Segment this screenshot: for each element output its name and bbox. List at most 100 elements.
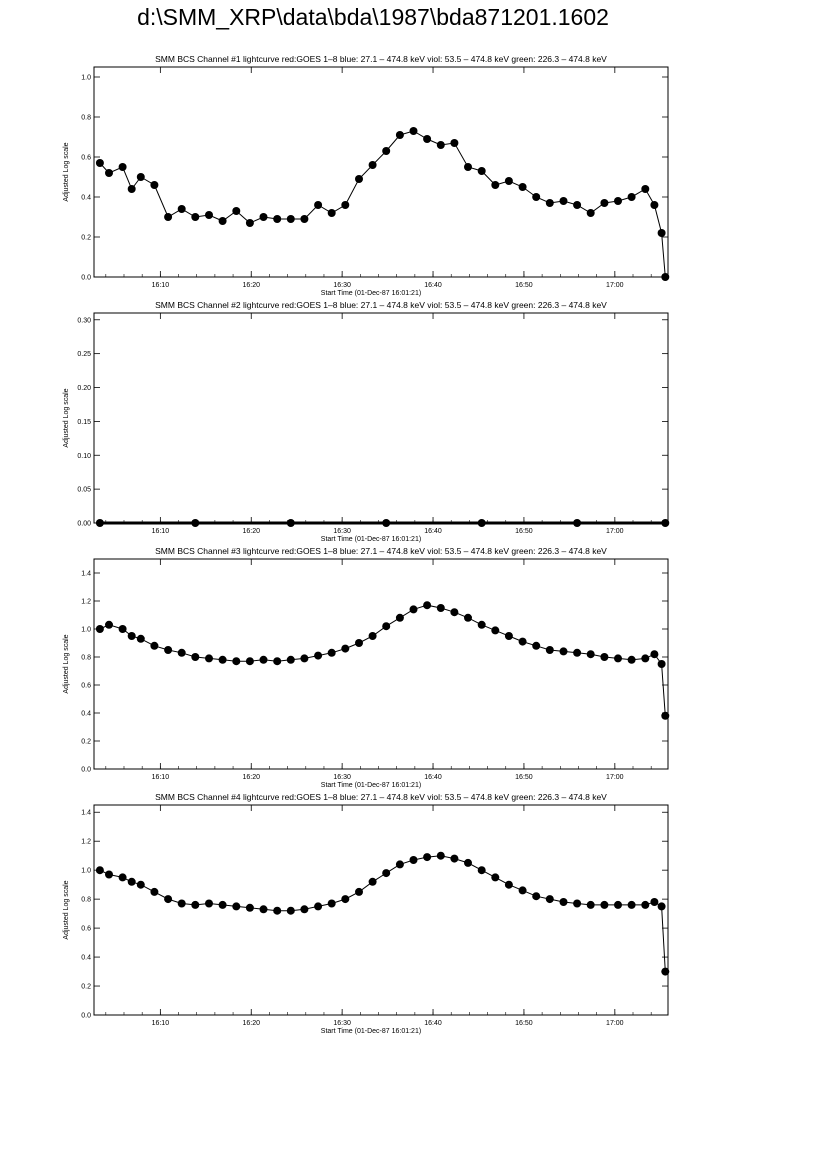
y-tick-label: 0.15 <box>77 419 91 426</box>
data-point <box>368 877 377 886</box>
data-point <box>232 902 241 911</box>
data-point <box>164 213 173 221</box>
data-point <box>245 219 254 227</box>
data-point <box>136 634 145 643</box>
data-point <box>532 641 541 650</box>
x-tick-label: 16:40 <box>424 1020 442 1027</box>
data-point <box>150 641 159 650</box>
y-tick-label: 0.25 <box>77 351 91 358</box>
data-point <box>518 637 527 646</box>
data-point <box>518 183 527 191</box>
data-point <box>118 873 127 882</box>
data-point <box>245 903 254 912</box>
chart-panel-3: SMM BCS Channel #3 lightcurve red:GOES 1… <box>0 542 826 789</box>
y-tick-label: 0.2 <box>81 235 91 242</box>
data-point <box>105 620 113 629</box>
x-tick-label: 16:30 <box>333 282 351 289</box>
data-point <box>627 655 636 664</box>
data-point <box>286 655 295 664</box>
data-point <box>118 163 127 171</box>
y-tick-label: 0.6 <box>81 926 91 933</box>
x-axis-label: Start Time (01-Dec-87 16:01:21) <box>321 1028 421 1035</box>
plot-frame <box>93 804 669 1016</box>
data-point <box>586 900 595 909</box>
data-point <box>657 902 666 911</box>
chart-panel-4: SMM BCS Channel #4 lightcurve red:GOES 1… <box>0 788 826 1035</box>
data-point <box>532 193 541 201</box>
data-point <box>327 899 336 908</box>
data-point <box>650 898 659 906</box>
data-point <box>650 201 659 209</box>
y-tick-label: 0.0 <box>81 767 91 774</box>
chart-title: SMM BCS Channel #4 lightcurve red:GOES 1… <box>155 792 607 802</box>
data-point <box>382 622 391 631</box>
data-point <box>191 213 200 221</box>
data-point <box>491 873 500 882</box>
data-point <box>300 654 309 663</box>
y-tick-label: 0.0 <box>81 275 91 282</box>
data-point <box>586 650 595 659</box>
data-point <box>300 215 309 223</box>
x-tick-label: 16:10 <box>152 774 170 781</box>
data-point <box>368 632 377 640</box>
series-line <box>99 604 666 716</box>
y-tick-label: 0.30 <box>77 317 91 324</box>
data-point <box>259 905 268 914</box>
data-point <box>177 648 186 657</box>
data-point <box>409 605 418 614</box>
data-point <box>423 135 432 143</box>
data-point <box>450 854 459 863</box>
data-point <box>127 632 136 640</box>
data-point <box>218 217 227 225</box>
data-point <box>245 657 254 666</box>
x-tick-label: 16:30 <box>333 1020 351 1027</box>
y-tick-label: 0.10 <box>77 453 91 460</box>
data-point <box>436 851 445 860</box>
data-point <box>504 177 513 185</box>
data-point <box>191 900 200 909</box>
data-point <box>286 906 295 915</box>
data-point <box>450 608 459 617</box>
data-point <box>368 161 377 169</box>
data-point <box>314 651 323 660</box>
y-tick-label: 1.2 <box>81 839 91 846</box>
data-point <box>355 175 363 183</box>
x-tick-label: 17:00 <box>606 528 624 535</box>
data-point <box>464 858 472 867</box>
data-point <box>409 856 418 864</box>
y-tick-label: 0.6 <box>81 155 91 162</box>
x-tick-label: 16:50 <box>515 1020 533 1027</box>
data-point <box>218 655 227 664</box>
data-point <box>395 613 404 622</box>
x-tick-label: 16:30 <box>333 774 351 781</box>
x-tick-label: 16:40 <box>424 774 442 781</box>
data-point <box>327 209 336 217</box>
data-point <box>273 657 282 666</box>
x-tick-label: 16:10 <box>152 528 170 535</box>
chart-panel-1: SMM BCS Channel #1 lightcurve red:GOES 1… <box>0 50 826 297</box>
y-tick-label: 0.05 <box>77 487 91 494</box>
y-tick-label: 1.4 <box>81 810 91 817</box>
y-tick-label: 0.4 <box>81 711 91 718</box>
data-point <box>136 173 145 181</box>
y-tick-label: 0.2 <box>81 739 91 746</box>
y-axis-label: Adjusted Log scale <box>63 634 70 693</box>
x-tick-label: 16:10 <box>152 1020 170 1027</box>
data-point <box>327 648 336 657</box>
data-point <box>286 215 295 223</box>
data-point <box>573 648 582 657</box>
data-point <box>545 646 554 654</box>
data-point <box>177 899 186 908</box>
x-tick-label: 17:00 <box>606 1020 624 1027</box>
data-point <box>504 632 513 640</box>
y-tick-label: 0.6 <box>81 683 91 690</box>
y-axis-label: Adjusted Log scale <box>63 142 70 201</box>
data-point <box>518 886 527 895</box>
data-point <box>559 197 568 205</box>
x-tick-label: 16:50 <box>515 528 533 535</box>
data-point <box>164 646 173 654</box>
y-tick-label: 1.0 <box>81 75 91 82</box>
data-point <box>661 519 670 527</box>
y-tick-label: 0.8 <box>81 655 91 662</box>
data-point <box>150 887 159 896</box>
